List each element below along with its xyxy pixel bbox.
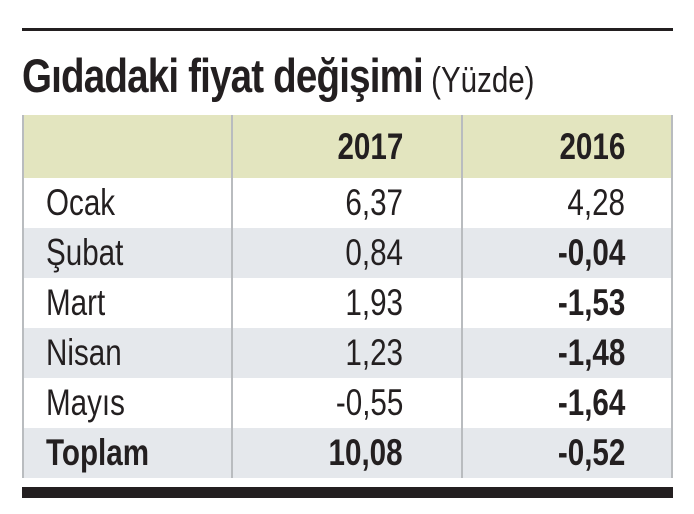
value-2017: 1,23: [345, 332, 403, 373]
top-rule: [22, 28, 673, 31]
bottom-bar: [22, 487, 673, 498]
table-row: Mart 1,93 -1,53: [24, 278, 671, 328]
table-row: Mayıs -0,55 -1,64: [24, 378, 671, 428]
value-2016: -1,53: [557, 282, 625, 323]
value-2017: -0,55: [335, 382, 403, 423]
value-2017: 6,37: [345, 182, 403, 223]
value-2016: -0,04: [557, 232, 625, 273]
title-text: Gıdadaki fiyat değişimi: [22, 49, 424, 102]
row-label: Mart: [46, 282, 106, 323]
value-2016: -1,48: [557, 332, 625, 373]
row-label: Toplam: [46, 432, 150, 473]
value-2016: -0,52: [557, 432, 625, 473]
chart-title: Gıdadaki fiyat değişimi (Yüzde): [22, 48, 535, 103]
row-label: Nisan: [46, 332, 122, 373]
table-row: Nisan 1,23 -1,48: [24, 328, 671, 378]
value-2017: 0,84: [345, 232, 403, 273]
header-row: 2017 2016: [24, 115, 671, 178]
table-row: Şubat 0,84 -0,04: [24, 228, 671, 278]
unit-text: (Yüzde): [431, 59, 535, 100]
header-2017: 2017: [337, 125, 403, 167]
data-table: 2017 2016 Ocak 6,37 4,28 Şubat 0,84 -0,04 Mart…: [22, 115, 673, 478]
column-divider: [461, 115, 463, 478]
column-divider: [231, 115, 233, 478]
row-label: Mayıs: [46, 382, 125, 423]
value-2016: -1,64: [557, 382, 625, 423]
total-row: Toplam 10,08 -0,52: [24, 428, 671, 478]
table-row: Ocak 6,37 4,28: [24, 178, 671, 228]
header-2016: 2016: [559, 125, 625, 167]
value-2017: 10,08: [328, 432, 403, 473]
value-2016: 4,28: [567, 182, 625, 223]
row-label: Şubat: [46, 232, 124, 273]
value-2017: 1,93: [345, 282, 403, 323]
row-label: Ocak: [46, 182, 116, 223]
